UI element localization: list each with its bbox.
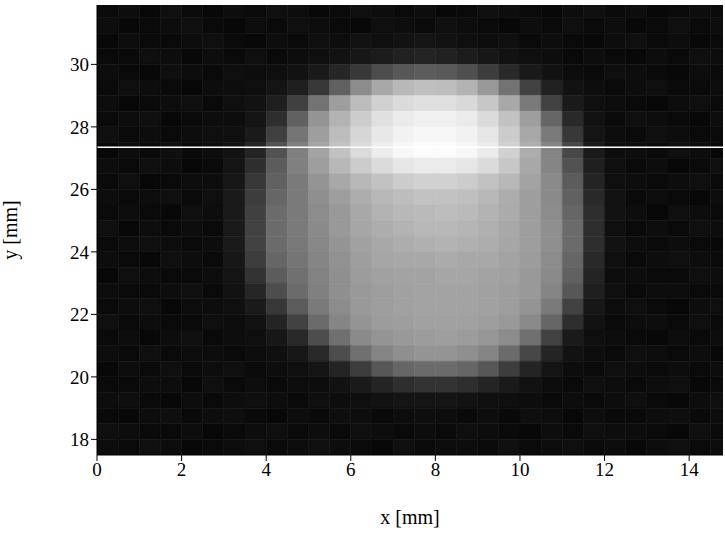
svg-text:12: 12 <box>595 459 614 480</box>
svg-text:6: 6 <box>346 459 356 480</box>
svg-text:10: 10 <box>510 459 529 480</box>
svg-text:0: 0 <box>92 459 102 480</box>
svg-text:y [mm]: y [mm] <box>0 200 22 259</box>
svg-text:2: 2 <box>177 459 187 480</box>
svg-text:18: 18 <box>70 429 89 450</box>
svg-text:14: 14 <box>680 459 700 480</box>
svg-text:8: 8 <box>431 459 441 480</box>
svg-text:28: 28 <box>70 117 89 138</box>
svg-text:4: 4 <box>261 459 271 480</box>
svg-text:20: 20 <box>70 367 89 388</box>
svg-text:24: 24 <box>70 242 90 263</box>
svg-text:30: 30 <box>70 54 89 75</box>
svg-text:22: 22 <box>70 304 89 325</box>
svg-text:x [mm]: x [mm] <box>380 506 439 528</box>
svg-text:26: 26 <box>70 179 89 200</box>
